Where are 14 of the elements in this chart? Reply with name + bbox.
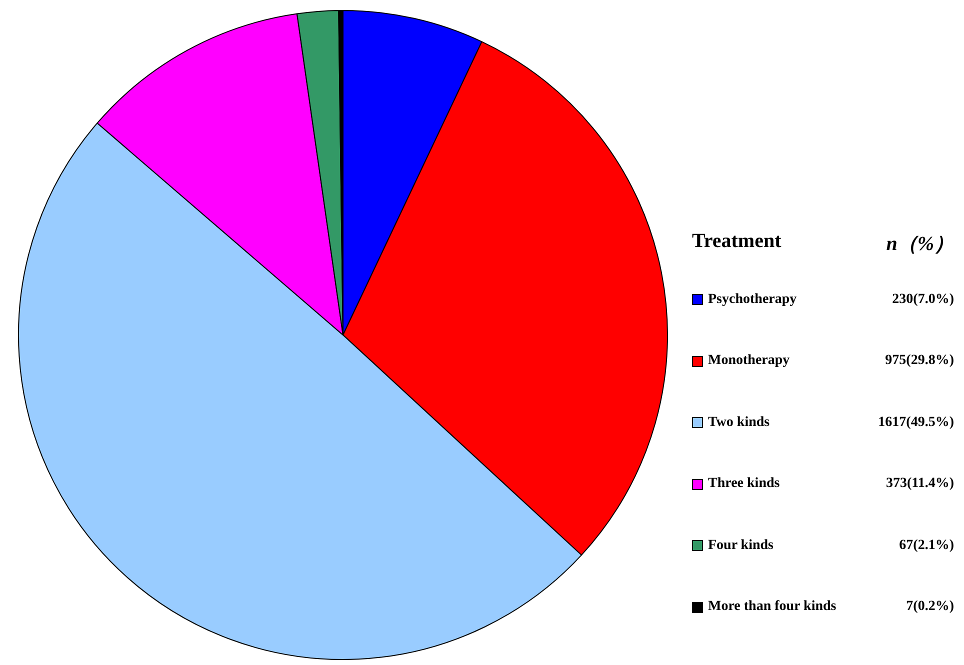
data-label: 230(7.0%) (892, 292, 954, 308)
legend-label: Four kinds (708, 538, 774, 554)
data-label: 1617(49.5%) (878, 414, 954, 431)
text: n（%） (886, 232, 954, 257)
data-label: 67(2.1%) (899, 538, 954, 554)
legend-label: More than four kinds (708, 599, 838, 616)
data-label: 373(11.4%) (886, 476, 954, 492)
data-label: 975(29.8%) (885, 353, 954, 370)
legend-label: Psychotherapy (708, 292, 798, 308)
legend-label: Two kinds (708, 414, 771, 431)
legend-label: Monotherapy (708, 353, 791, 370)
data-label: 7(0.2%) (906, 599, 954, 616)
legend-title: Treatment (692, 230, 782, 254)
legend-label: Three kinds (708, 476, 781, 492)
